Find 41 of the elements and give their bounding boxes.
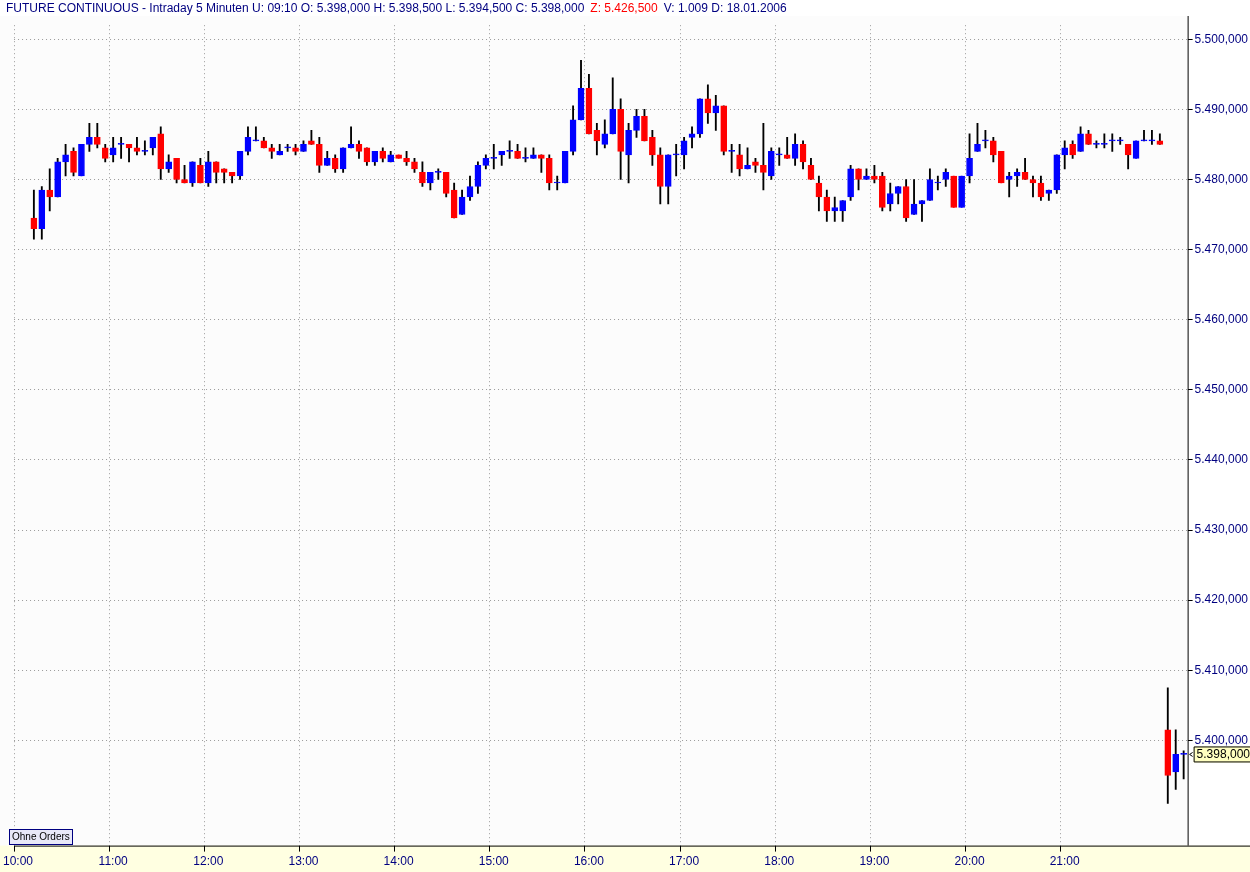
x-tick-label: 14:00 [383, 854, 414, 869]
x-tick-label: 13:00 [288, 854, 319, 869]
x-tick-label: 21:00 [1049, 854, 1081, 869]
x-tick-label: 16:00 [573, 854, 605, 869]
y-tick-label: 5.500,000 [1194, 31, 1249, 46]
y-tick-label: 5.410,000 [1194, 662, 1249, 677]
y-tick-label: 5.490,000 [1194, 101, 1249, 116]
chart-title: FUTURE CONTINUOUS - Intraday 5 Minuten U: 09:10 O: 5.398,000 H: 5.398,500 L: 5.394,500 C: 5.398,000 [6, 1, 585, 15]
x-tick-label: 19:00 [859, 854, 890, 869]
text: V: 1.009 D: 18.01.2006 [663, 1, 787, 15]
y-tick-label: 5.460,000 [1194, 312, 1249, 327]
candlestick [252, 126, 260, 142]
candlestick [775, 147, 783, 166]
candlestick [934, 175, 942, 191]
x-tick-label: 18:00 [764, 854, 795, 869]
x-tick-label: 15:00 [478, 854, 510, 869]
y-tick-label: 5.450,000 [1194, 382, 1249, 397]
chart-subtitle: Z: 5.426,500 [590, 1, 658, 15]
candlestick [553, 175, 561, 191]
y-tick-label: 5.420,000 [1194, 592, 1249, 607]
y-tick-label: 5.440,000 [1194, 452, 1249, 467]
candlestick [1140, 130, 1148, 142]
candlestick [672, 144, 680, 177]
x-tick-label: 17:00 [669, 854, 700, 869]
y-tick-label: 5.430,000 [1194, 522, 1249, 537]
candlestick [760, 123, 767, 191]
x-tick-label: 10:00 [3, 854, 34, 869]
x-tick-label: 12:00 [193, 854, 224, 869]
candlestick [1108, 133, 1116, 152]
x-tick-label: 11:00 [98, 854, 129, 869]
y-tick-label: 5.470,000 [1194, 241, 1249, 256]
candlestick [982, 130, 989, 149]
candlestick [783, 137, 791, 159]
button: Ohne Orders [9, 829, 73, 845]
y-tick-label: 5.400,000 [1194, 732, 1249, 747]
x-tick-label: 20:00 [954, 854, 985, 869]
candlestick [1148, 130, 1156, 145]
candlestick [284, 144, 291, 152]
candlestick [1116, 137, 1124, 145]
text: 5.398,000 [1196, 746, 1250, 761]
y-tick-label: 5.480,000 [1194, 171, 1249, 186]
